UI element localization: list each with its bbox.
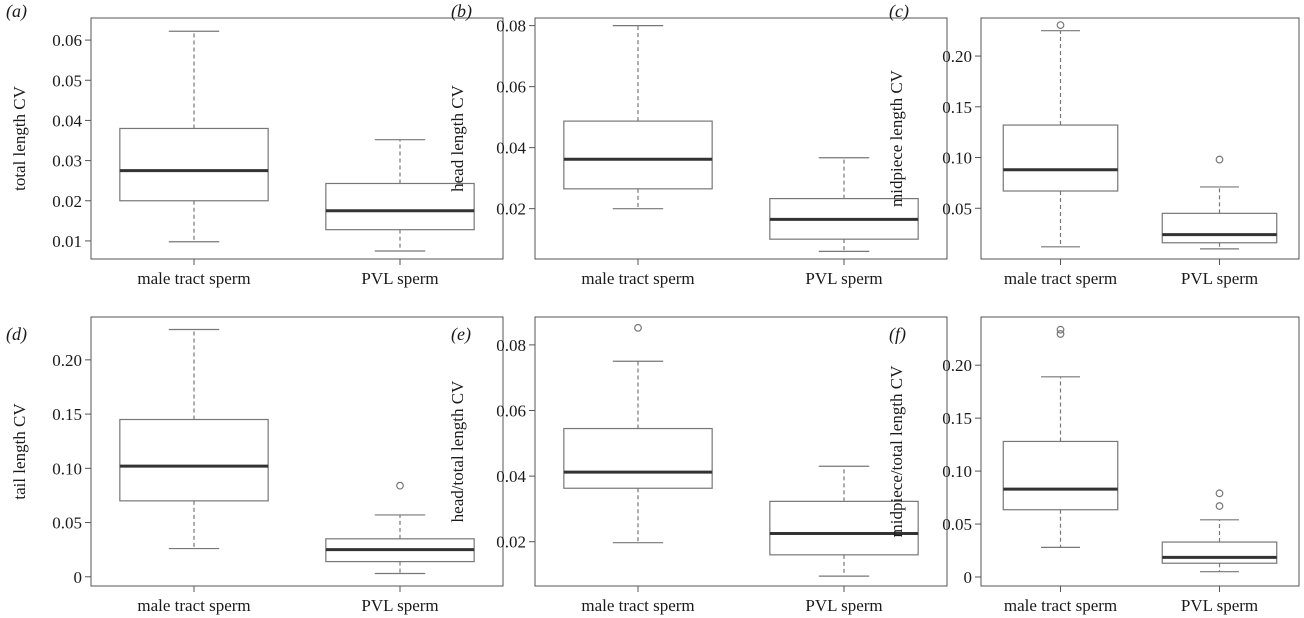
iqr-box — [325, 182, 475, 231]
y-tick-label: 0.05 — [942, 199, 972, 218]
iqr-box — [1161, 541, 1278, 564]
chart-panel-a: (a) total length CV 0.01 0.02 0.03 0.04 0.05 0.… — [6, 1, 504, 288]
y-axis-label: head length CV — [448, 84, 467, 191]
y-tick-label: 0.08 — [496, 336, 526, 355]
y-axis-label: total length CV — [10, 85, 29, 191]
plot-frame — [534, 316, 948, 587]
box-male-tract-sperm: male tract sperm — [563, 323, 713, 615]
chart-panel-d: (d) tail length CV 0 0.05 0.10 0.15 0.20 male t… — [6, 316, 504, 615]
chart-panel-f: (f) midpiece/total length CV 0 0.05 0.10 0.15… — [887, 316, 1300, 615]
y-axis-label: midpiece/total length CV — [887, 365, 906, 538]
y-tick-label: 0.20 — [52, 351, 82, 370]
y-tick-label: 0.10 — [52, 459, 82, 478]
y-axis-label: head/total length CV — [448, 380, 467, 522]
plot-frame — [534, 17, 948, 260]
iqr-box — [769, 500, 919, 556]
y-tick-label: 0.05 — [942, 515, 972, 534]
y-tick-label: 0.02 — [52, 192, 82, 211]
iqr-box — [119, 127, 269, 202]
iqr-box — [563, 427, 713, 489]
panel-label: (a) — [6, 1, 27, 22]
chart-panel-e: (e) head/total length CV 0.02 0.04 0.06 0.08 m… — [448, 316, 948, 615]
box-male-tract-sperm: male tract sperm — [1002, 325, 1119, 615]
outlier-point — [396, 481, 404, 490]
panel-label: (b) — [451, 1, 472, 22]
category-label: PVL sperm — [361, 596, 438, 615]
y-tick-label: 0.01 — [52, 232, 82, 251]
y-tick-label: 0.05 — [52, 71, 82, 90]
outlier-point — [1056, 325, 1065, 334]
outlier-point — [1215, 489, 1224, 498]
category-label: male tract sperm — [1004, 269, 1117, 288]
category-label: male tract sperm — [137, 596, 250, 615]
iqr-box — [119, 418, 269, 502]
panel-label: (c) — [889, 1, 909, 22]
box-pvl-sperm: PVL sperm — [325, 139, 475, 288]
y-tick-label: 0.20 — [942, 356, 972, 375]
iqr-box — [1002, 124, 1119, 192]
box-pvl-sperm: PVL sperm — [769, 465, 919, 615]
category-label: PVL sperm — [1181, 269, 1258, 288]
category-label: male tract sperm — [581, 596, 694, 615]
panel-label: (e) — [451, 324, 471, 345]
y-tick-label: 0.10 — [942, 149, 972, 168]
y-tick-label: 0.06 — [52, 31, 82, 50]
category-label: PVL sperm — [805, 596, 882, 615]
outlier-point — [1056, 21, 1065, 30]
y-tick-label: 0.04 — [496, 139, 526, 158]
y-tick-label: 0.04 — [496, 467, 526, 486]
box-pvl-sperm: PVL sperm — [325, 481, 475, 615]
box-pvl-sperm: PVL sperm — [1161, 155, 1278, 288]
box-male-tract-sperm: male tract sperm — [1002, 21, 1119, 288]
outlier-point — [1215, 155, 1224, 164]
iqr-box — [1161, 212, 1278, 244]
box-male-tract-sperm: male tract sperm — [119, 30, 269, 288]
y-tick-label: 0.08 — [496, 17, 526, 36]
y-tick-label: 0.06 — [496, 78, 526, 97]
category-label: male tract sperm — [137, 269, 250, 288]
box-male-tract-sperm: male tract sperm — [563, 25, 713, 288]
chart-panel-c: (c) midpiece length CV 0.05 0.10 0.15 0.20 mal… — [887, 1, 1300, 288]
y-tick-label: 0.02 — [496, 200, 526, 219]
y-tick-label: 0.15 — [942, 98, 972, 117]
category-label: male tract sperm — [581, 269, 694, 288]
iqr-box — [563, 120, 713, 190]
panel-label: (f) — [889, 324, 906, 345]
y-tick-label: 0 — [74, 568, 83, 587]
y-tick-label: 0.15 — [52, 405, 82, 424]
category-label: PVL sperm — [1181, 596, 1258, 615]
y-tick-label: 0.20 — [942, 47, 972, 66]
y-tick-label: 0.06 — [496, 401, 526, 420]
box-pvl-sperm: PVL sperm — [1161, 489, 1278, 615]
iqr-box — [1002, 440, 1119, 511]
y-tick-label: 0 — [964, 568, 973, 587]
category-label: male tract sperm — [1004, 596, 1117, 615]
y-tick-label: 0.05 — [52, 514, 82, 533]
plot-frame — [980, 17, 1300, 260]
y-tick-label: 0.02 — [496, 533, 526, 552]
outlier-point — [1215, 502, 1224, 510]
plot-frame — [90, 17, 504, 260]
y-tick-label: 0.04 — [52, 111, 82, 130]
category-label: PVL sperm — [361, 269, 438, 288]
plot-frame — [90, 316, 504, 587]
y-axis-label: midpiece length CV — [887, 69, 906, 207]
y-tick-label: 0.15 — [942, 409, 972, 428]
plot-frame — [980, 316, 1300, 587]
y-axis-label: tail length CV — [10, 403, 29, 500]
chart-panel-b: (b) head length CV 0.02 0.04 0.06 0.08 male tr… — [448, 1, 948, 288]
outlier-point — [634, 323, 642, 332]
outlier-point — [1056, 330, 1065, 338]
box-male-tract-sperm: male tract sperm — [119, 328, 269, 615]
category-label: PVL sperm — [805, 269, 882, 288]
panel-label: (d) — [6, 324, 27, 345]
y-tick-label: 0.03 — [52, 152, 82, 171]
box-pvl-sperm: PVL sperm — [769, 157, 919, 288]
y-tick-label: 0.10 — [942, 462, 972, 481]
